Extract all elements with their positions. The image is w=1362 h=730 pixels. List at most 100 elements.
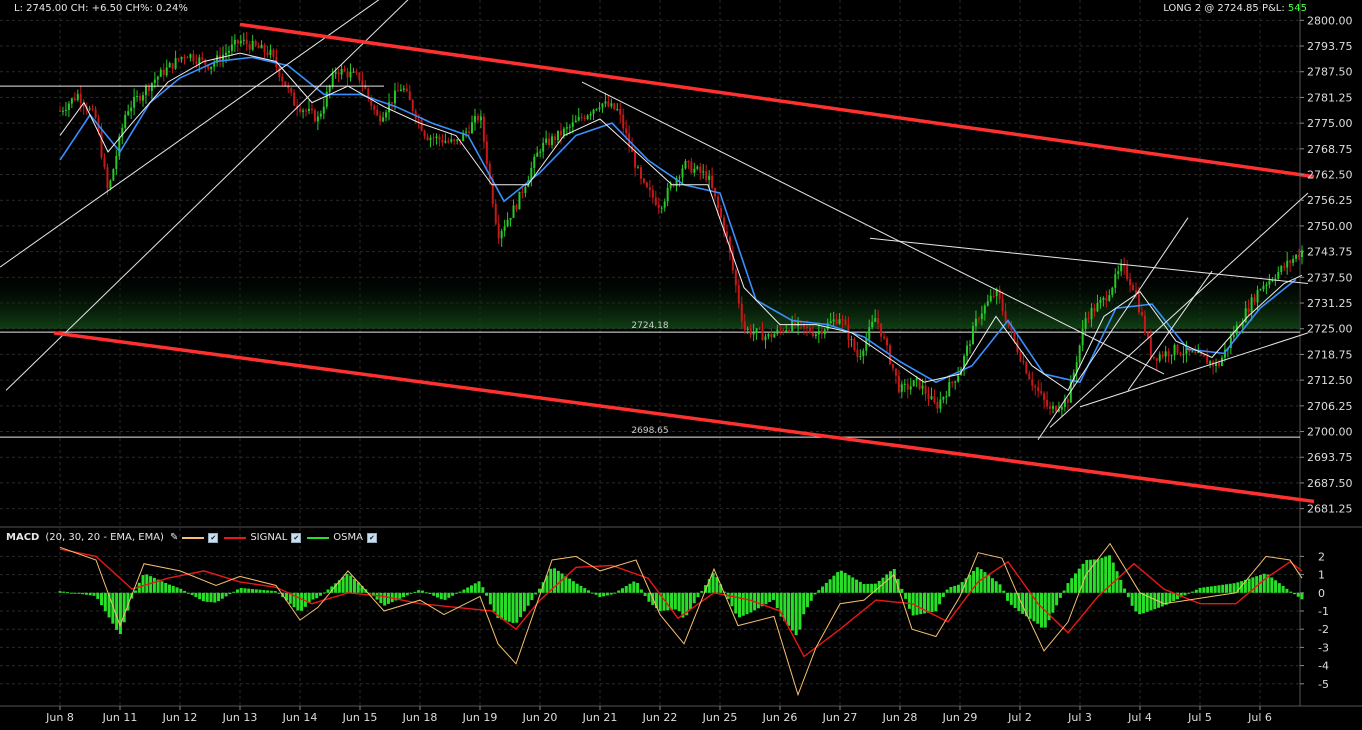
osma-bar <box>81 592 85 595</box>
osma-bar <box>447 592 451 598</box>
osma-bar <box>96 592 100 599</box>
candle-body <box>1108 295 1111 301</box>
signal-checkbox[interactable]: ✔ <box>291 532 302 543</box>
osma-bar <box>715 577 719 593</box>
osma-bar <box>1085 559 1089 593</box>
candle-body <box>607 101 610 107</box>
candle-body <box>1265 284 1268 286</box>
candle-body <box>367 88 370 98</box>
candle-body <box>396 90 399 92</box>
candle-body <box>1256 290 1259 303</box>
osma-bar <box>1138 592 1142 615</box>
candle-body <box>1152 356 1155 359</box>
osma-bar <box>632 581 636 593</box>
osma-bar <box>492 592 496 612</box>
settings-icon[interactable]: ✎ <box>169 532 179 543</box>
osma-bar <box>1077 568 1081 593</box>
date-tick-label: Jul 6 <box>1247 711 1272 724</box>
osma-bar <box>979 569 983 593</box>
candle-body <box>1031 379 1034 386</box>
candle-body <box>1191 351 1194 353</box>
candle-body <box>1155 358 1158 361</box>
candle-body <box>441 139 444 143</box>
date-tick-label: Jun 27 <box>822 711 858 724</box>
signal-toggle[interactable]: SIGNAL ✔ <box>224 532 302 543</box>
candle-body <box>376 109 379 116</box>
osma-bar <box>100 592 104 606</box>
osma-bar <box>1017 592 1021 612</box>
candle-body <box>64 109 67 111</box>
candle-body <box>73 98 76 101</box>
candle-body <box>1087 318 1090 320</box>
osma-bar <box>1100 557 1104 593</box>
osma-bar <box>1224 584 1228 593</box>
osma-bar <box>609 592 613 595</box>
candle-body <box>642 178 645 183</box>
candle-body <box>488 163 491 179</box>
macd-checkbox[interactable]: ✔ <box>208 532 219 543</box>
candle-body <box>94 109 97 118</box>
candle-body <box>1046 399 1049 407</box>
osma-bar <box>368 592 372 594</box>
osma-bar <box>356 582 360 593</box>
candle-body <box>1001 298 1004 312</box>
candle-body <box>571 122 574 127</box>
osma-bar <box>722 591 726 593</box>
candle-body <box>444 141 447 143</box>
candle-body <box>545 138 548 143</box>
osma-bar <box>685 592 689 616</box>
osma-bar <box>855 579 859 593</box>
level-label: 2698.65 <box>631 426 668 436</box>
candle-body <box>88 108 91 110</box>
candle-body <box>322 106 325 114</box>
candle-body <box>224 52 227 55</box>
candle-body <box>930 396 933 400</box>
candle-body <box>299 108 302 112</box>
osma-bar <box>575 583 579 593</box>
candle-body <box>669 184 672 188</box>
osma-toggle[interactable]: OSMA ✔ <box>307 532 377 543</box>
osma-bar <box>741 592 745 616</box>
osma-bar <box>164 583 168 593</box>
candle-body <box>349 71 352 78</box>
candle-body <box>316 116 319 122</box>
osma-bar <box>300 592 304 611</box>
osma-bar <box>1164 592 1168 605</box>
osma-bar <box>1228 583 1232 593</box>
osma-bar <box>103 592 107 612</box>
candle-body <box>310 108 313 111</box>
macd-line-toggle[interactable]: ✎ ✔ <box>169 532 219 543</box>
candle-body <box>1164 351 1167 357</box>
osma-bar <box>560 573 564 593</box>
osma-bar <box>858 581 862 593</box>
price-tick-label: 2737.50 <box>1307 271 1353 284</box>
candle-body <box>272 49 275 57</box>
candle-body <box>266 52 269 56</box>
candle-body <box>1182 354 1185 356</box>
osma-bar <box>730 592 734 607</box>
candle-body <box>663 201 666 208</box>
candle-body <box>1229 337 1232 348</box>
candle-body <box>963 355 966 369</box>
osma-bar <box>454 592 458 594</box>
candle-body <box>1132 285 1135 291</box>
candle-body <box>598 107 601 109</box>
osma-bar <box>594 592 598 595</box>
candle-body <box>1235 325 1238 335</box>
osma-bar <box>432 592 436 596</box>
candle-body <box>853 339 856 350</box>
candle-body <box>1007 321 1010 327</box>
osma-checkbox[interactable]: ✔ <box>366 532 377 543</box>
candle-body <box>800 321 803 324</box>
candle-body <box>770 333 773 338</box>
candle-body <box>195 61 198 64</box>
osma-bar <box>643 592 647 597</box>
candle-body <box>871 321 874 328</box>
candle-body <box>583 117 586 119</box>
candle-body <box>147 86 150 91</box>
candle-body <box>358 72 361 81</box>
osma-bar <box>303 592 307 607</box>
osma-bar <box>428 592 432 595</box>
candle-body <box>260 44 263 49</box>
